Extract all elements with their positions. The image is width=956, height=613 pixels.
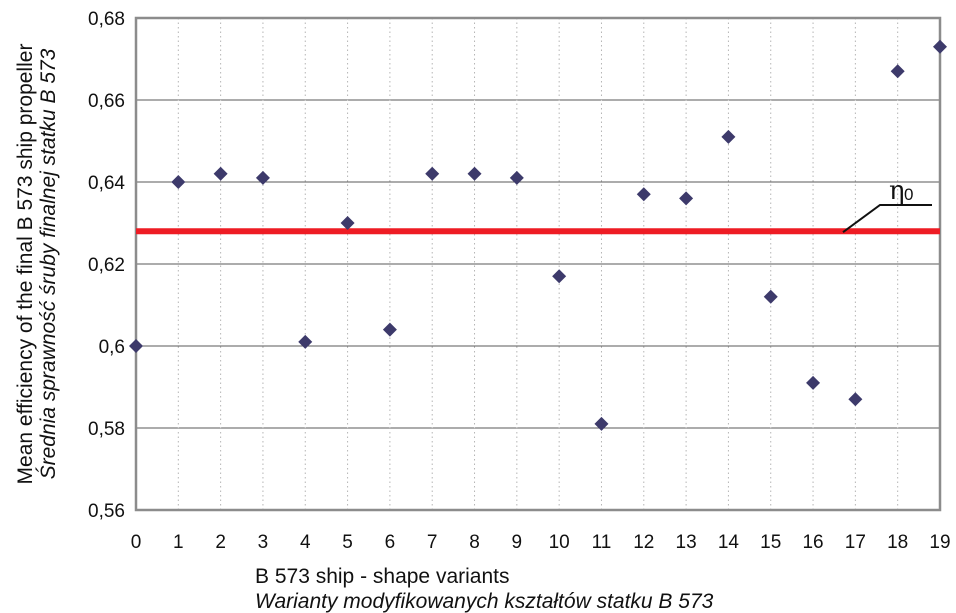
data-point <box>340 216 355 230</box>
x-tick-label: 15 <box>760 532 781 553</box>
data-point <box>721 129 736 144</box>
data-point <box>467 166 482 181</box>
x-tick-label: 9 <box>512 532 523 553</box>
x-tick-label: 13 <box>676 532 697 553</box>
grid <box>136 18 940 510</box>
y-tick-label: 0,64 <box>88 173 125 194</box>
x-axis-title-secondary: Warianty modyfikowanych kształtów statku… <box>255 590 714 613</box>
x-tick-label: 19 <box>929 532 950 553</box>
data-point <box>171 175 186 189</box>
reference-line-label-subscript: 0 <box>904 185 913 204</box>
x-tick-label: 5 <box>342 532 353 553</box>
x-axis-title: B 573 ship - shape variants <box>255 565 509 588</box>
data-point <box>255 170 270 185</box>
x-tick-label: 18 <box>887 532 908 553</box>
x-tick-label: 6 <box>385 532 396 553</box>
data-points <box>129 39 947 431</box>
data-point <box>129 339 143 353</box>
data-point <box>382 322 397 337</box>
data-point <box>213 166 228 181</box>
x-tick-label: 2 <box>215 532 226 553</box>
data-point <box>298 334 313 349</box>
x-tick-labels: 0 1 2 3 4 5 6 7 8 9 10 11 12 13 14 15 16 17 18 19 <box>131 532 951 553</box>
x-tick-label: 3 <box>258 532 269 553</box>
x-tick-label: 10 <box>549 532 570 553</box>
x-tick-label: 0 <box>131 532 142 553</box>
data-point <box>763 289 778 304</box>
y-axis-title-secondary: Średnia sprawność śruby finalnej statku … <box>36 48 60 479</box>
y-tick-label: 0,6 <box>99 337 125 358</box>
data-point <box>552 269 567 284</box>
y-tick-labels: 0,56 0,58 0,6 0,62 0,64 0,66 0,68 <box>88 9 125 522</box>
reference-line-label: η <box>889 176 905 206</box>
x-tick-label: 4 <box>300 532 311 553</box>
y-tick-label: 0,56 <box>88 501 125 522</box>
data-point <box>636 187 651 202</box>
y-tick-label: 0,66 <box>88 91 125 112</box>
data-point <box>425 166 440 181</box>
y-axis-title: Mean efficiency of the final B 573 ship … <box>14 44 37 485</box>
x-tick-label: 8 <box>469 532 480 553</box>
data-point <box>509 170 524 185</box>
x-tick-label: 14 <box>718 532 740 553</box>
x-tick-label: 7 <box>427 532 438 553</box>
data-point <box>594 416 609 431</box>
y-tick-label: 0,68 <box>88 9 125 30</box>
x-tick-label: 12 <box>633 532 654 553</box>
data-point <box>806 375 821 390</box>
data-point <box>848 392 863 407</box>
x-tick-label: 16 <box>802 532 823 553</box>
y-tick-label: 0,58 <box>88 419 125 440</box>
y-tick-label: 0,62 <box>88 255 125 276</box>
plot-frame <box>134 16 942 512</box>
data-point <box>890 64 905 79</box>
data-point <box>933 39 947 54</box>
x-tick-label: 11 <box>592 532 612 553</box>
x-tick-label: 17 <box>845 532 866 553</box>
data-point <box>679 191 694 206</box>
reference-line-leader <box>842 204 932 234</box>
x-tick-label: 1 <box>173 532 184 553</box>
